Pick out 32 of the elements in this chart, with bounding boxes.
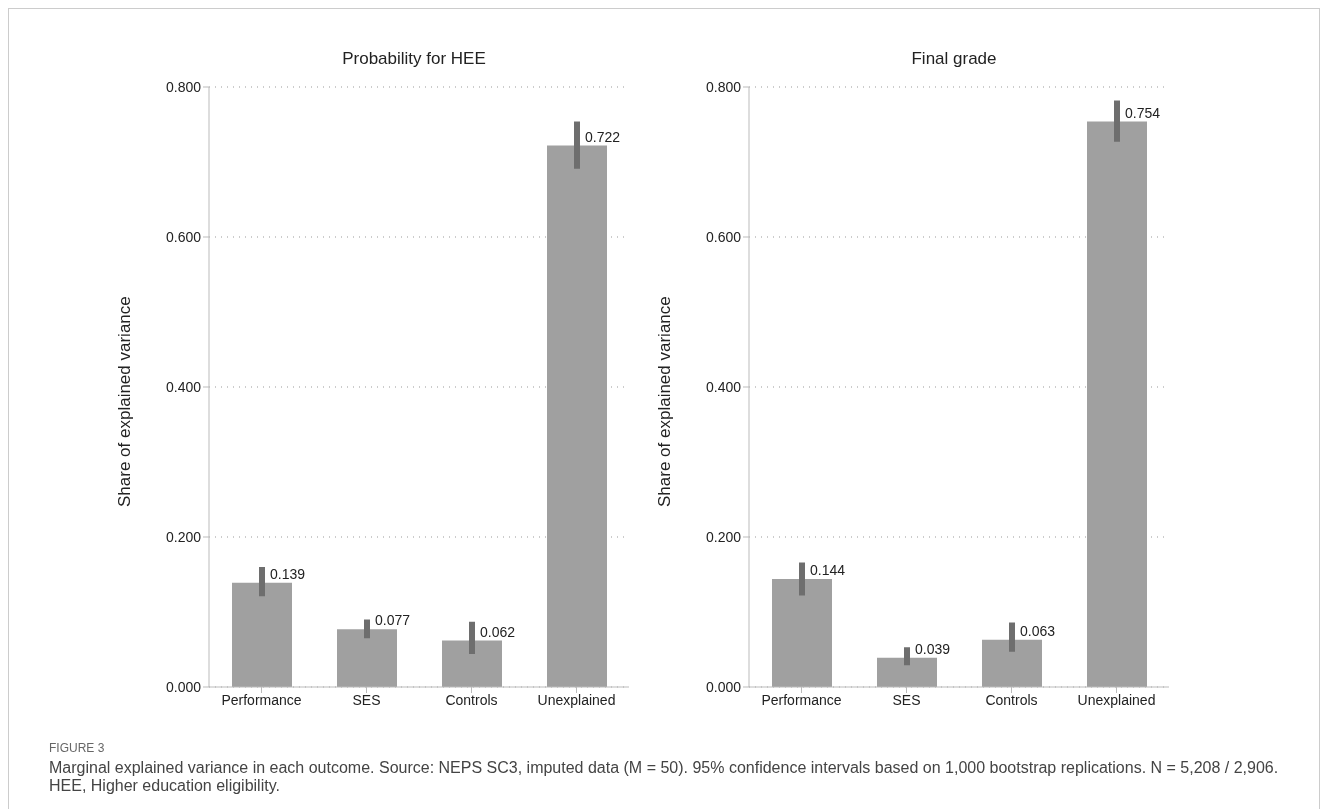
y-tick-label: 0.800: [165, 78, 202, 95]
y-tick-label: 0.600: [705, 228, 742, 245]
text: Marginal explained variance in each outcome. Source: NEPS SC3, imputed data (M = 50). 95% confidence intervals based on 1,000 bootstrap replications. N = 5,208 / 2,906. HEE, Higher education eligibility.: [49, 759, 1280, 795]
y-axis-title: Share of explained variance: [655, 296, 675, 507]
y-tick-label: 0.400: [165, 378, 202, 395]
caption: FIGURE 3: [49, 741, 106, 755]
y-tick-label: 0.000: [165, 678, 202, 695]
y-tick-label: 0.200: [165, 528, 202, 545]
y-tick-label: 0.800: [705, 78, 742, 95]
data-label: 0.063: [1020, 622, 1056, 639]
data-label: 0.062: [480, 623, 516, 640]
y-tick-label: 0.200: [705, 528, 742, 545]
data-label: 0.139: [270, 565, 306, 582]
x-tick-label: Controls: [445, 691, 498, 708]
x-tick-label: Performance: [761, 691, 842, 708]
x-tick-label: Unexplained: [537, 691, 616, 708]
data-label: 0.039: [915, 640, 951, 657]
x-tick-label: Performance: [221, 691, 302, 708]
y-tick-label: 0.400: [705, 378, 742, 395]
x-tick-label: Controls: [985, 691, 1038, 708]
y-tick-label: 0.000: [705, 678, 742, 695]
chart-title: Probability for HEE: [341, 49, 487, 70]
data-label: 0.077: [375, 612, 411, 629]
data-label: 0.722: [585, 128, 621, 145]
x-tick-label: Unexplained: [1077, 691, 1156, 708]
y-axis-title: Share of explained variance: [115, 296, 135, 507]
data-label: 0.754: [1125, 104, 1161, 121]
data-label: 0.144: [810, 562, 846, 578]
x-tick-label: SES: [352, 691, 381, 708]
x-tick-label: SES: [892, 691, 921, 708]
chart-title: Final grade: [910, 49, 998, 70]
y-tick-label: 0.600: [165, 228, 202, 245]
